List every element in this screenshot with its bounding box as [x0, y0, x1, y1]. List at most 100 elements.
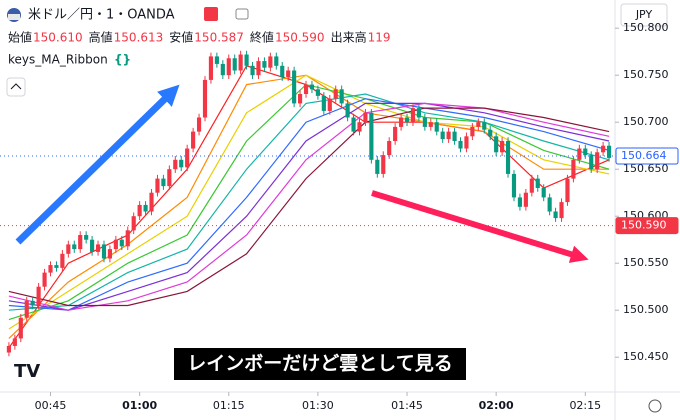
candle-body [565, 178, 570, 203]
ribbon-line [8, 102, 610, 311]
candle-body [107, 249, 113, 259]
candle-body [12, 338, 17, 346]
candle-body [18, 317, 23, 339]
candle-body [440, 131, 445, 140]
candle-body [137, 204, 142, 217]
candle-body [66, 244, 71, 254]
legend-label: 終値 [250, 30, 274, 45]
candle-body [214, 56, 219, 64]
candle-body [244, 54, 249, 66]
candle-body [185, 148, 190, 168]
candle-body [309, 84, 315, 90]
candle-body [363, 112, 368, 123]
candle-body [595, 152, 600, 170]
candle-body [482, 122, 487, 130]
candle-body [90, 239, 95, 252]
candle-body [286, 70, 291, 78]
legend-value: 119 [368, 31, 391, 45]
candle-body [399, 117, 404, 127]
caption: レインボーだけど雲として見る [187, 353, 452, 375]
candle-body [321, 95, 326, 111]
candle-body [422, 117, 427, 127]
candle-body [589, 155, 594, 170]
candle-body [155, 178, 160, 193]
y-tick-label: 150.550 [623, 256, 669, 269]
candle-body [333, 89, 338, 99]
candle-body [541, 188, 546, 198]
y-tick-label: 150.500 [623, 303, 669, 316]
ribbon-line [8, 93, 610, 311]
collapse-button[interactable] [6, 77, 26, 97]
candle-body [95, 244, 101, 252]
candle-body [511, 173, 517, 198]
candle-body [30, 300, 35, 306]
candle-body [24, 300, 29, 318]
candle-body [505, 141, 511, 174]
chart-button[interactable] [235, 8, 249, 20]
candle-body [292, 70, 297, 104]
candle-body [72, 244, 77, 250]
candle-body [470, 126, 475, 137]
arrow [371, 190, 589, 263]
candle-body [393, 126, 398, 142]
indicator-name[interactable]: keys_MA_Ribbon [8, 53, 108, 67]
candle-body [339, 89, 344, 104]
candle-body [54, 265, 59, 268]
flag-button[interactable] [204, 7, 218, 21]
candle-body [375, 159, 380, 174]
candle-body [523, 192, 528, 207]
candle-body [268, 56, 273, 68]
candle-body [535, 178, 540, 189]
legend-value: 150.610 [33, 31, 83, 45]
candle-body [196, 117, 202, 132]
indicator-icon[interactable]: {} [114, 53, 131, 67]
legend-label: 始値 [8, 30, 32, 45]
ribbon-line [8, 102, 610, 311]
legend-value: 150.590 [275, 31, 325, 45]
ribbon-line [8, 98, 610, 311]
ribbon-line [8, 107, 610, 307]
candle-body [601, 145, 606, 153]
currency-button[interactable] [620, 3, 668, 27]
settings-icon[interactable] [648, 399, 662, 413]
candle-body [529, 178, 534, 193]
candle-body [345, 103, 350, 118]
candle-body [404, 117, 410, 123]
candle-body [410, 108, 416, 123]
candle-body [547, 197, 552, 212]
candle-body [226, 58, 231, 76]
x-tick-label: 01:30 [302, 399, 334, 412]
y-tick-label: 150.800 [623, 21, 669, 34]
candle-body [583, 148, 588, 156]
candle-body [250, 65, 255, 76]
candle-body [351, 117, 356, 132]
x-tick-label: 02:15 [569, 399, 601, 412]
symbol-title[interactable]: 米ドル／円・1・OANDA [28, 8, 175, 23]
x-tick-label: 01:00 [122, 399, 157, 412]
y-tick-label: 150.450 [623, 350, 669, 363]
candle-body [476, 122, 481, 127]
candle-body [42, 272, 47, 287]
collapse-icon [10, 83, 22, 90]
candle-body [48, 265, 53, 273]
candle-body [494, 136, 499, 153]
candle-body [559, 202, 564, 219]
tv-logo: TV [14, 361, 40, 382]
candle-body [452, 131, 457, 142]
candle-body [60, 253, 65, 268]
legend-value: 150.613 [114, 31, 164, 45]
candle-body [553, 211, 558, 219]
candle-body [125, 230, 130, 247]
currency-label[interactable]: JPY [635, 8, 653, 21]
legend-label: 高値 [89, 30, 113, 45]
candle-body [315, 89, 320, 96]
candle-body [119, 239, 124, 247]
price-tag [615, 147, 679, 165]
x-tick-label: 02:00 [479, 399, 514, 412]
flag-icon [8, 14, 20, 20]
candle-body [577, 148, 582, 160]
candle-body [208, 56, 214, 80]
ohlc-legend: 始値 150.610 高値 150.613 安値 150.587 終値 150.590 出来高 1… [8, 30, 390, 45]
candle-body [517, 197, 523, 207]
